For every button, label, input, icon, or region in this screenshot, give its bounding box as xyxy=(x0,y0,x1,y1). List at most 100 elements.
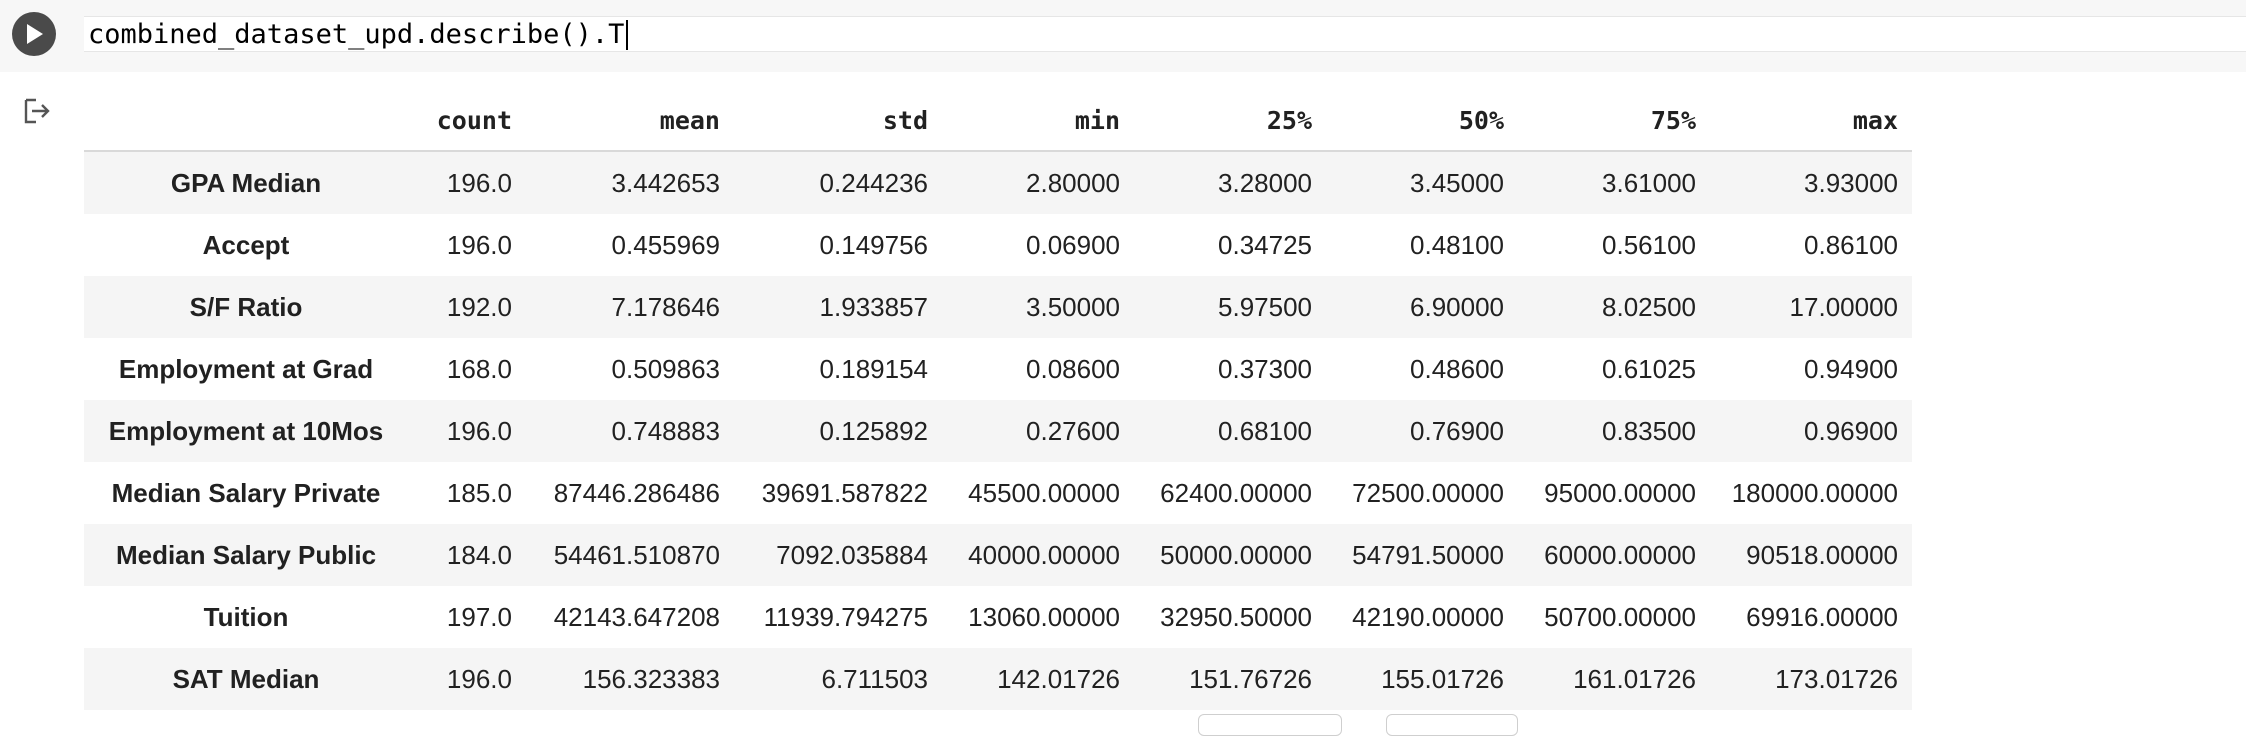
code-line: combined_dataset_upd.describe().T xyxy=(88,19,629,50)
table-cell: 0.68100 xyxy=(1218,415,1312,446)
code-editor[interactable]: combined_dataset_upd.describe().T xyxy=(84,16,2246,52)
table-cell: 156.323383 xyxy=(582,663,720,694)
table-row: SAT Median 196.0 156.323383 6.711503 142… xyxy=(84,648,1912,710)
table-cell: 3.50000 xyxy=(1026,291,1120,322)
table-cell: 5.97500 xyxy=(1218,291,1312,322)
table-cell: 173.01726 xyxy=(1775,663,1898,694)
table-cell: 87446.286486 xyxy=(553,477,720,508)
table-cell: 197.0 xyxy=(446,601,512,632)
table-header-row: count mean std min 25% 50% 75% max xyxy=(84,90,1912,152)
table-cell: 196.0 xyxy=(446,167,512,198)
table-cell: 32950.50000 xyxy=(1160,601,1312,632)
column-header-max: max xyxy=(1710,90,1912,152)
table-cell: 40000.00000 xyxy=(968,539,1120,570)
table-cell: 0.189154 xyxy=(819,353,928,384)
table-cell: 6.711503 xyxy=(821,663,928,694)
table-cell: 8.02500 xyxy=(1602,291,1696,322)
table-body: GPA Median 196.0 3.442653 0.244236 2.800… xyxy=(84,151,1912,710)
table-row: Median Salary Public 184.0 54461.510870 … xyxy=(84,524,1912,586)
table-cell: 39691.587822 xyxy=(761,477,928,508)
table-cell: 0.37300 xyxy=(1218,353,1312,384)
table-cell: 0.86100 xyxy=(1804,229,1898,260)
table-cell: 196.0 xyxy=(446,663,512,694)
column-header-std: std xyxy=(734,90,942,152)
table-cell: 0.56100 xyxy=(1602,229,1696,260)
table-cell: 151.76726 xyxy=(1189,663,1312,694)
table-cell: 42143.647208 xyxy=(553,601,720,632)
table-cell: 168.0 xyxy=(446,353,512,384)
column-header-75: 75% xyxy=(1518,90,1710,152)
table-cell: 13060.00000 xyxy=(968,601,1120,632)
output-redirect-icon[interactable] xyxy=(22,96,52,131)
table-cell: 50000.00000 xyxy=(1160,539,1312,570)
table-cell: 3.61000 xyxy=(1602,167,1696,198)
code-text: combined_dataset_upd.describe().T xyxy=(88,19,625,50)
table-cell: 192.0 xyxy=(446,291,512,322)
run-cell-button[interactable] xyxy=(12,12,56,56)
code-cell: combined_dataset_upd.describe().T xyxy=(0,0,2246,72)
index-header xyxy=(84,90,408,152)
column-header-count: count xyxy=(408,90,526,152)
table-cell: 6.90000 xyxy=(1410,291,1504,322)
play-icon xyxy=(27,24,43,44)
table-cell: 185.0 xyxy=(446,477,512,508)
table-cell: 0.96900 xyxy=(1804,415,1898,446)
table-cell: 184.0 xyxy=(446,539,512,570)
table-cell: 11939.794275 xyxy=(763,601,928,632)
row-label: SAT Median xyxy=(172,663,320,694)
text-caret xyxy=(626,20,629,50)
table-cell: 69916.00000 xyxy=(1746,601,1898,632)
partial-button-left[interactable] xyxy=(1198,714,1342,736)
column-header-min: min xyxy=(942,90,1134,152)
row-label: S/F Ratio xyxy=(189,291,303,322)
table-cell: 3.93000 xyxy=(1804,167,1898,198)
table-cell: 0.34725 xyxy=(1218,229,1312,260)
table-cell: 2.80000 xyxy=(1026,167,1120,198)
partial-button-right[interactable] xyxy=(1386,714,1518,736)
column-header-25: 25% xyxy=(1134,90,1326,152)
table-cell: 0.94900 xyxy=(1804,353,1898,384)
table-cell: 54461.510870 xyxy=(553,539,720,570)
table-cell: 90518.00000 xyxy=(1746,539,1898,570)
table-cell: 196.0 xyxy=(446,229,512,260)
table-cell: 7092.035884 xyxy=(776,539,928,570)
table-row: Tuition 197.0 42143.647208 11939.794275 … xyxy=(84,586,1912,648)
table-cell: 0.748883 xyxy=(611,415,720,446)
table-cell: 196.0 xyxy=(446,415,512,446)
table-row: Employment at Grad 168.0 0.509863 0.1891… xyxy=(84,338,1912,400)
table-cell: 0.76900 xyxy=(1410,415,1504,446)
table-cell: 0.509863 xyxy=(611,353,720,384)
table-cell: 142.01726 xyxy=(997,663,1120,694)
row-label: Tuition xyxy=(203,601,289,632)
table-cell: 1.933857 xyxy=(819,291,928,322)
table-cell: 95000.00000 xyxy=(1544,477,1696,508)
table-row: Accept 196.0 0.455969 0.149756 0.06900 0… xyxy=(84,214,1912,276)
row-label: Median Salary Public xyxy=(115,539,377,570)
table-cell: 54791.50000 xyxy=(1352,539,1504,570)
table-cell: 42190.00000 xyxy=(1352,601,1504,632)
table-cell: 180000.00000 xyxy=(1731,477,1898,508)
row-label: Accept xyxy=(202,229,290,260)
table-row: Employment at 10Mos 196.0 0.748883 0.125… xyxy=(84,400,1912,462)
table-cell: 0.08600 xyxy=(1026,353,1120,384)
output-area: count mean std min 25% 50% 75% max GPA M… xyxy=(84,90,1912,710)
table-cell: 60000.00000 xyxy=(1544,539,1696,570)
table-row: Median Salary Private 185.0 87446.286486… xyxy=(84,462,1912,524)
table-cell: 0.244236 xyxy=(819,167,928,198)
table-cell: 72500.00000 xyxy=(1352,477,1504,508)
table-cell: 0.06900 xyxy=(1026,229,1120,260)
table-cell: 155.01726 xyxy=(1381,663,1504,694)
describe-table: count mean std min 25% 50% 75% max GPA M… xyxy=(84,90,1912,710)
row-label: GPA Median xyxy=(170,167,322,198)
table-cell: 45500.00000 xyxy=(968,477,1120,508)
table-cell: 7.178646 xyxy=(611,291,720,322)
table-cell: 0.83500 xyxy=(1602,415,1696,446)
table-cell: 17.00000 xyxy=(1789,291,1898,322)
table-cell: 0.48100 xyxy=(1410,229,1504,260)
column-header-50: 50% xyxy=(1326,90,1518,152)
table-cell: 0.61025 xyxy=(1602,353,1696,384)
table-cell: 0.149756 xyxy=(819,229,928,260)
row-label: Employment at 10Mos xyxy=(108,415,384,446)
table-cell: 50700.00000 xyxy=(1544,601,1696,632)
table-cell: 62400.00000 xyxy=(1160,477,1312,508)
